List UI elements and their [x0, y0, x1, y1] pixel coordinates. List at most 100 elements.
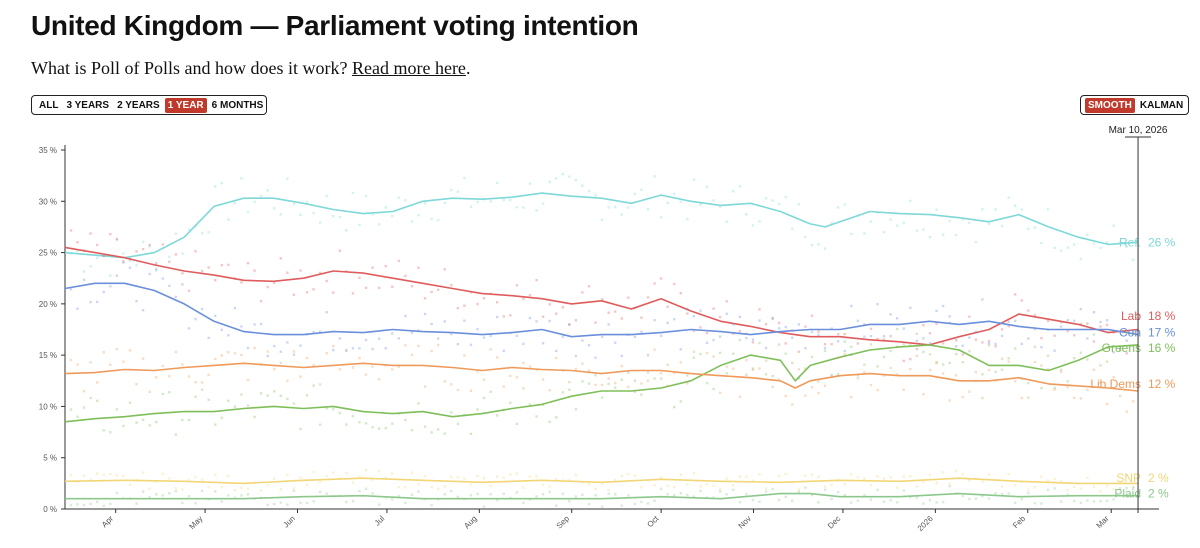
series-line-snp[interactable]	[64, 477, 1138, 485]
poll-dot-plaid	[804, 486, 807, 489]
range-2-years-button[interactable]: 2 YEARS	[117, 99, 160, 111]
series-line-plaid[interactable]	[65, 492, 1138, 500]
series-line-con[interactable]	[64, 282, 1139, 338]
poll-dot-greens	[961, 361, 964, 364]
poll-dot-snp	[751, 479, 755, 483]
poll-dot-snp	[1059, 480, 1063, 483]
poll-dot-ref	[436, 218, 440, 222]
poll-dot-lab	[122, 260, 125, 263]
series-line-lab[interactable]	[64, 246, 1139, 346]
poll-dot-plaid	[981, 494, 984, 498]
series-line-greens[interactable]	[64, 344, 1139, 423]
series-line-lib-dems[interactable]	[64, 362, 1139, 392]
poll-dot-greens	[810, 355, 814, 359]
method-smooth-button[interactable]: SMOOTH	[1085, 97, 1135, 113]
poll-dot-plaid	[469, 493, 473, 497]
poll-dot-lab	[456, 306, 460, 310]
poll-dot-snp	[95, 472, 99, 475]
read-more-link[interactable]: Read more here	[351, 58, 466, 78]
poll-dot-con	[95, 300, 99, 304]
poll-dot-con	[358, 347, 361, 350]
poll-dot-lib-dems	[555, 356, 558, 360]
method-kalman-button[interactable]: KALMAN	[1139, 99, 1184, 111]
poll-dot-con	[1033, 328, 1037, 331]
poll-dot-greens	[751, 367, 755, 370]
poll-dot-lib-dems	[423, 385, 427, 388]
poll-dot-con	[187, 327, 191, 330]
poll-dot-lab	[482, 296, 486, 300]
voting-intention-chart: 0 % 5 % 10 % 15 % 20 % 25 % 30 % 35 % Apr May Jun J…	[39, 125, 1176, 533]
poll-dot-plaid	[345, 500, 348, 504]
poll-dot-ref	[1112, 224, 1115, 227]
poll-dot-greens	[95, 399, 99, 403]
poll-dot-snp	[1007, 473, 1010, 476]
poll-dot-ref	[686, 217, 689, 221]
poll-dot-greens	[312, 384, 315, 387]
poll-dot-ref	[600, 218, 604, 221]
poll-dot-lab	[876, 337, 879, 341]
poll-dot-greens	[659, 377, 663, 380]
poll-dot-lab	[764, 323, 768, 326]
poll-dot-snp	[850, 473, 853, 476]
poll-dot-greens	[1053, 386, 1056, 390]
poll-dot-ref	[135, 264, 138, 267]
poll-dot-ref	[109, 274, 112, 277]
poll-dot-snp	[141, 471, 145, 474]
poll-dot-plaid	[896, 501, 899, 504]
poll-dot-con	[758, 319, 761, 322]
poll-dot-plaid	[541, 493, 545, 496]
poll-dot-plaid	[902, 489, 905, 492]
poll-dot-lab	[705, 331, 709, 335]
poll-dot-lib-dems	[974, 370, 978, 374]
poll-dot-greens	[318, 423, 322, 426]
poll-dot-lab	[1046, 319, 1050, 323]
poll-dot-plaid	[279, 501, 282, 504]
series-line-ref[interactable]	[64, 192, 1139, 259]
poll-dot-lab	[332, 291, 335, 294]
poll-dot-plaid	[764, 490, 768, 493]
poll-dot-ref	[489, 200, 492, 203]
poll-dot-greens	[174, 433, 178, 436]
poll-dot-plaid	[482, 505, 486, 508]
poll-dot-plaid	[535, 495, 538, 498]
poll-dot-ref	[1007, 196, 1010, 199]
poll-dot-snp	[371, 478, 374, 481]
range-all-button[interactable]: ALL	[39, 99, 59, 111]
poll-dot-plaid	[777, 498, 781, 502]
range-3-years-button[interactable]: 3 YEARS	[66, 99, 110, 111]
poll-dot-lab	[836, 332, 840, 336]
poll-dot-greens	[1099, 364, 1102, 367]
poll-dot-ref	[384, 206, 387, 209]
poll-dot-ref	[1099, 246, 1102, 250]
poll-dot-con	[1086, 337, 1089, 340]
poll-dot-lab	[109, 232, 112, 236]
range-1-year-button[interactable]: 1 YEAR	[164, 97, 207, 113]
poll-dot-greens	[646, 371, 650, 374]
poll-dot-plaid	[181, 501, 184, 505]
poll-dot-con	[436, 337, 440, 340]
poll-dot-plaid	[830, 497, 833, 501]
poll-dot-lab	[1066, 329, 1069, 333]
poll-dot-plaid	[168, 492, 171, 495]
poll-dot-plaid	[994, 492, 997, 495]
poll-dot-lab	[509, 314, 512, 317]
poll-dot-lib-dems	[718, 391, 722, 395]
range-6-months-button[interactable]: 6 MONTHS	[211, 99, 264, 111]
poll-dot-greens	[187, 418, 191, 422]
poll-dot-ref	[941, 233, 945, 236]
poll-dot-snp	[955, 470, 958, 473]
poll-dot-con	[941, 304, 945, 308]
poll-dot-snp	[397, 485, 401, 489]
poll-dot-snp	[495, 475, 499, 478]
poll-dot-con	[587, 344, 591, 347]
poll-dot-snp	[607, 488, 610, 492]
poll-dot-plaid	[574, 495, 578, 498]
poll-dot-greens	[738, 338, 742, 342]
poll-dot-plaid	[233, 496, 237, 499]
poll-dot-plaid	[286, 503, 289, 506]
poll-dot-plaid	[246, 493, 250, 496]
subtitle-text: What is Poll of Polls and how does it wo…	[31, 58, 348, 78]
poll-dot-greens	[102, 429, 105, 432]
poll-dot-plaid	[1007, 492, 1010, 495]
poll-dot-con	[528, 316, 532, 320]
